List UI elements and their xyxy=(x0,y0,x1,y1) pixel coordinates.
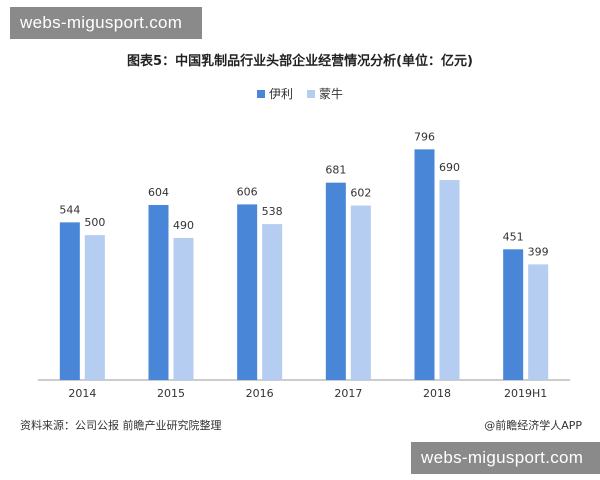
watermark-banner-bottom: webs-migusport.com xyxy=(411,442,600,474)
legend-swatch-series-2 xyxy=(307,89,315,98)
credit-note: @前瞻经济学人APP xyxy=(484,419,582,432)
data-label-series-1-2014: 544 xyxy=(59,203,80,216)
chart-legend: 伊利 蒙牛 xyxy=(0,85,600,102)
bar-series-1-2014 xyxy=(59,222,80,380)
data-label-series-1-2015: 604 xyxy=(148,186,169,199)
x-tick-label-2018: 2018 xyxy=(423,387,451,400)
data-label-series-1-2018: 796 xyxy=(414,130,435,143)
x-tick-label-2017: 2017 xyxy=(334,387,362,400)
legend-label-series-1: 伊利 xyxy=(268,87,293,101)
bar-series-2-2018 xyxy=(439,180,460,380)
x-tick-label-2019H1: 2019H1 xyxy=(504,387,547,400)
bar-series-2-2019H1 xyxy=(528,264,549,380)
bar-series-1-2015 xyxy=(148,204,169,380)
source-note: 资料来源：公司公报 前瞻产业研究院整理 xyxy=(20,419,222,432)
data-label-series-1-2016: 606 xyxy=(237,185,258,198)
data-label-series-2-2014: 500 xyxy=(84,216,105,229)
bar-series-2-2017 xyxy=(350,205,371,380)
data-label-series-2-2018: 690 xyxy=(439,161,460,174)
bar-series-1-2018 xyxy=(414,149,435,380)
data-label-series-2-2017: 602 xyxy=(350,187,371,200)
legend-swatch-series-1 xyxy=(256,89,265,98)
legend-item-series-2: 蒙牛 xyxy=(307,85,343,102)
legend-label-series-2: 蒙牛 xyxy=(319,87,344,101)
x-tick-label-2014: 2014 xyxy=(68,387,96,400)
bar-series-2-2016 xyxy=(262,224,283,380)
chart-title: 图表5：中国乳制品行业头部企业经营情况分析(单位：亿元) xyxy=(127,54,473,69)
legend-item-series-1: 伊利 xyxy=(256,85,293,102)
bar-series-1-2019H1 xyxy=(503,249,524,380)
bar-series-2-2015 xyxy=(173,238,194,380)
data-label-series-1-2017: 681 xyxy=(325,164,346,177)
watermark-banner-top: webs-migusport.com xyxy=(10,7,202,39)
data-label-series-2-2016: 538 xyxy=(262,205,283,218)
bar-series-2-2014 xyxy=(84,235,105,380)
x-tick-label-2015: 2015 xyxy=(157,387,185,400)
bar-series-1-2016 xyxy=(237,204,258,380)
data-label-series-2-2019H1: 399 xyxy=(528,245,549,258)
x-tick-label-2016: 2016 xyxy=(246,387,274,400)
data-label-series-2-2015: 490 xyxy=(173,219,194,232)
bar-series-1-2017 xyxy=(325,182,346,380)
data-label-series-1-2019H1: 451 xyxy=(503,230,524,243)
